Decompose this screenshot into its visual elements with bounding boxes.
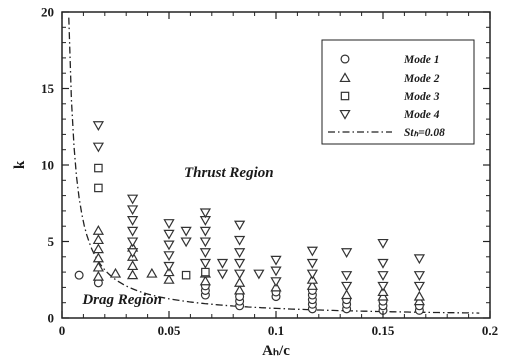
mode-4-point (340, 271, 353, 281)
mode-4-point (306, 258, 319, 269)
mode-4-point (377, 238, 389, 249)
mode-4-point (233, 235, 246, 246)
legend-label-mode-2: Mode 2 (403, 73, 440, 85)
marker-layer (74, 121, 426, 315)
y-tick-label: 20 (41, 5, 54, 20)
mode-2-point (92, 261, 105, 272)
mode-2-point (340, 289, 353, 300)
mode-4-point (233, 220, 246, 231)
mode-4-point (377, 271, 389, 281)
mode-4-point (270, 277, 282, 288)
mode-2-point (199, 275, 212, 286)
mode-2-point (92, 252, 105, 263)
mode-4-point (163, 219, 175, 229)
curve-layer (68, 17, 480, 314)
mode-2-point (163, 273, 175, 284)
mode-2-point (109, 267, 122, 278)
legend-symbols (328, 54, 392, 133)
mode-2-point (306, 280, 319, 290)
mode-4-point (216, 258, 229, 269)
mode-4-point (199, 237, 212, 248)
legend-symbol-mode-3 (340, 91, 350, 101)
x-axis-label: Aₕ/c (262, 343, 290, 359)
strouhal-curve (68, 17, 480, 314)
legend-label-mode-3: Mode 3 (403, 91, 440, 103)
mode-4-point (199, 258, 212, 269)
mode-4-point (377, 281, 389, 292)
mode-3-point (94, 163, 103, 173)
mode-2-point (233, 284, 246, 295)
mode-4-point (413, 254, 426, 265)
mode-4-point (163, 229, 175, 240)
mode-1-point (74, 270, 84, 280)
mode-2-point (146, 267, 158, 278)
mode-4-point (216, 269, 229, 280)
y-tick-label: 15 (41, 81, 55, 96)
legend: Mode 1 Mode 2 Mode 3 Mode 4 Stₕ=0.08 (321, 39, 475, 145)
mode-4-point (413, 281, 426, 292)
mode-4-point (126, 248, 139, 259)
mode-2-point (92, 243, 105, 254)
mode-4-point (126, 216, 139, 226)
mode-2-point (92, 270, 105, 281)
mode-4-point (377, 258, 389, 269)
mode-4-point (199, 226, 212, 237)
mode-4-point (163, 251, 175, 262)
mode-2-point (126, 260, 139, 271)
legend-label-mode-1: Mode 1 (403, 54, 439, 66)
mode-4-point (126, 194, 139, 205)
mode-4-point (92, 121, 105, 132)
mode-3-point (94, 183, 103, 193)
y-tick-label: 10 (41, 158, 54, 173)
legend-symbol-mode-1 (340, 54, 350, 64)
legend-symbol-mode-2 (339, 72, 351, 83)
mode-4-point (233, 248, 246, 259)
mode-4-point (126, 237, 139, 248)
mode-3-point (201, 267, 210, 277)
mode-4-point (233, 269, 246, 280)
legend-label-strouhal: Stₕ=0.08 (404, 127, 445, 139)
x-tick-label: 0.15 (372, 323, 395, 338)
mode-2-point (92, 224, 105, 235)
mode-4-point (253, 269, 265, 280)
mode-4-point (92, 142, 105, 153)
legend-label-mode-4: Mode 4 (403, 109, 440, 121)
mode-4-point (163, 240, 175, 251)
mode-4-point (180, 237, 192, 248)
mode-2-point (233, 277, 246, 287)
x-tick-label: 0 (59, 323, 66, 338)
mode-4-point (180, 226, 192, 237)
annotation-thrust-region: Thrust Region (184, 165, 274, 181)
mode-4-point (413, 271, 426, 281)
mode-4-point (340, 248, 353, 259)
y-axis-label: k (12, 160, 28, 169)
y-tick-label: 5 (48, 234, 55, 249)
legend-symbol-mode-4 (339, 109, 351, 120)
mode-2-point (413, 290, 426, 301)
mode-4-point (199, 248, 212, 259)
y-tick-label: 0 (48, 311, 55, 326)
x-tick-label: 0.1 (268, 323, 284, 338)
x-tick-label: 0.2 (482, 323, 498, 338)
mode-2-point (126, 269, 139, 280)
mode-2-point (92, 234, 105, 245)
mode-4-point (270, 255, 282, 266)
mode-4-point (126, 226, 139, 237)
tick-layer: 0 0.05 0.1 0.15 0.2 0 5 10 15 20 (41, 5, 498, 339)
mode-3-point (181, 270, 191, 280)
mode-4-point (199, 208, 212, 219)
x-tick-label: 0.05 (158, 323, 181, 338)
mode-4-point (306, 269, 319, 280)
mode-4-point (306, 246, 319, 257)
mode-4-point (163, 261, 175, 272)
mode-4-point (126, 205, 139, 216)
mode-4-point (233, 258, 246, 269)
mode-4-point (340, 281, 353, 292)
annotation-drag-region: Drag Region (81, 292, 162, 308)
mode-4-point (270, 266, 282, 277)
